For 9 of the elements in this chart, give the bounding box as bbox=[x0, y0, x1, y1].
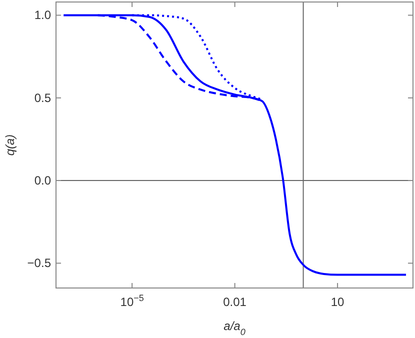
x-tick-label: 10$^{−5}$ bbox=[120, 293, 144, 309]
y-tick-label: 1.0 bbox=[34, 8, 52, 22]
y-tick-label: −0.5 bbox=[27, 256, 52, 270]
x-tick-label: 0.01 bbox=[223, 295, 247, 309]
y-tick-label: 0.5 bbox=[34, 90, 52, 105]
y-tick-label: 0.0 bbox=[34, 174, 52, 188]
x-axis-title: a/a$_{0}$ bbox=[224, 319, 246, 337]
y-axis-title: q(a) bbox=[3, 134, 17, 156]
x-tick-label: 10 bbox=[330, 295, 345, 309]
